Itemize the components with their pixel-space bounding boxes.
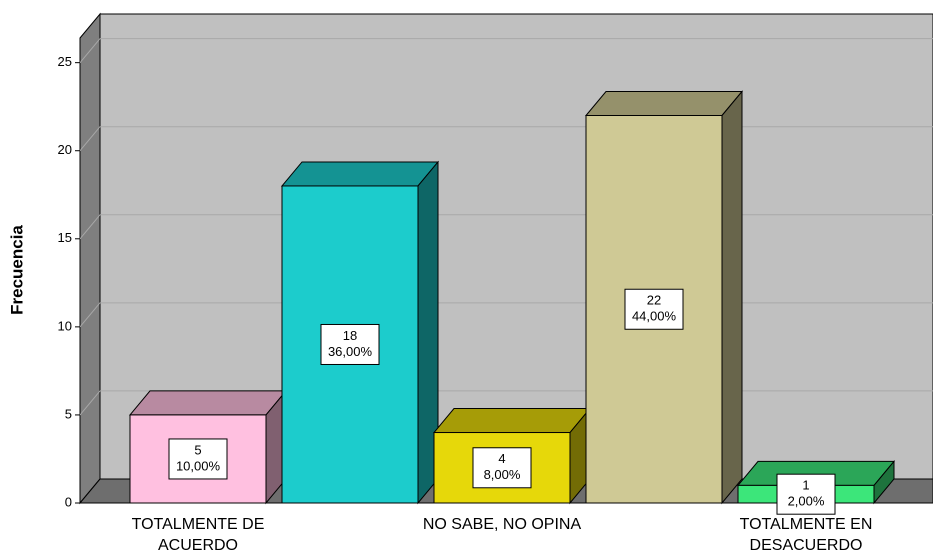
grid-line: [79, 214, 101, 240]
data-label: 18: [343, 328, 357, 343]
bar-top: [432, 408, 592, 434]
x-tick-label: NO SABE, NO OPINA: [422, 516, 582, 533]
data-label: 36,00%: [328, 344, 373, 359]
bar-top: [128, 390, 288, 416]
data-label: 22: [647, 293, 661, 308]
data-label: 44,00%: [632, 309, 677, 324]
y-tick-label: 10: [58, 318, 72, 333]
grid-line: [79, 390, 101, 416]
side-wall: [79, 12, 101, 505]
data-label-box: [472, 447, 532, 489]
data-label-box: [776, 473, 836, 515]
grid-line: [79, 38, 101, 63]
x-tick-label: TOTALMENTE DE ACUERDO: [131, 516, 265, 554]
grid-line: [79, 302, 101, 328]
bar-top: [584, 91, 744, 116]
data-label: 8,00%: [484, 467, 521, 482]
y-tick-label: 25: [58, 54, 72, 69]
data-label: 2,00%: [788, 494, 825, 509]
data-label-box: [320, 323, 380, 365]
y-tick-label: 5: [65, 406, 72, 421]
bar-top: [280, 161, 440, 187]
data-label: 10,00%: [176, 458, 221, 473]
y-tick-label: 0: [65, 494, 72, 509]
data-label: 1: [802, 478, 809, 493]
data-label: 5: [194, 442, 201, 457]
data-label-box: [624, 288, 684, 330]
y-tick-label: 20: [58, 142, 72, 157]
y-tick-label: 15: [58, 230, 72, 245]
grid: [79, 38, 933, 416]
y-axis-label: Frecuencia: [7, 225, 26, 315]
grid-line: [79, 126, 101, 152]
data-label-box: [168, 438, 228, 480]
x-tick-label: TOTALMENTE EN DESACUERDO: [739, 516, 873, 554]
bar-side: [721, 90, 743, 505]
data-label: 4: [498, 451, 505, 466]
